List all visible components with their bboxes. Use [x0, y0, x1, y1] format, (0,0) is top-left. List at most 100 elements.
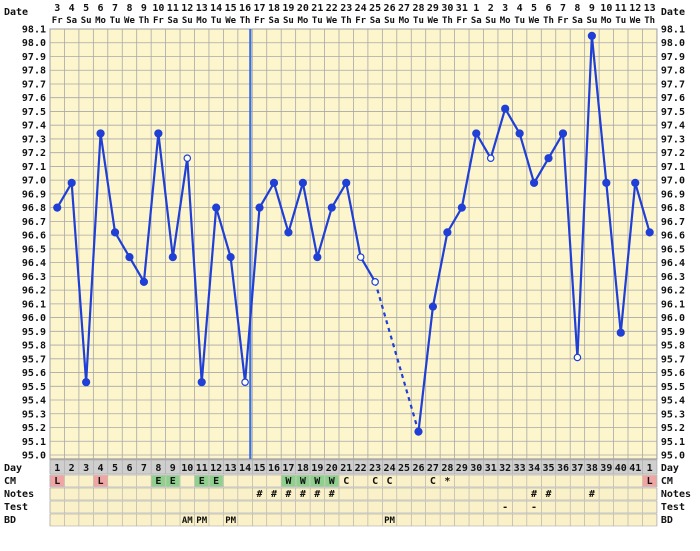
series-segment	[229, 256, 247, 383]
date-number: 23	[340, 3, 352, 14]
y-tick-label-right: 97.0	[661, 176, 685, 187]
row-day-value: 3	[83, 463, 89, 474]
weekday-label: Th	[644, 16, 655, 26]
series-segment	[533, 157, 550, 184]
y-tick-label-right: 95.9	[661, 327, 685, 338]
row-bd-label-right: BD	[661, 515, 673, 526]
y-tick-label-right: 96.1	[661, 299, 685, 310]
row-cm-label-right: CM	[661, 476, 673, 487]
weekday-label: Tu	[413, 16, 424, 26]
cm-cell-fill	[281, 475, 296, 487]
y-tick-label-right: 98.0	[661, 38, 685, 49]
series-segment	[287, 182, 304, 233]
weekday-label: Th	[543, 16, 554, 26]
row-test-label-right: Test	[661, 502, 685, 513]
row-day-value: 37	[571, 463, 583, 474]
weekday-label: We	[326, 16, 337, 26]
row-day-label-right: Day	[661, 463, 679, 474]
date-number: 11	[615, 3, 627, 14]
temp-point	[67, 178, 76, 188]
row-day-value: 14	[239, 463, 251, 474]
date-number: 24	[355, 3, 367, 14]
y-tick-label-right: 97.2	[661, 148, 685, 159]
y-tick-label-left: 96.6	[22, 231, 46, 242]
series-segment	[576, 35, 593, 358]
date-number: 6	[546, 3, 552, 14]
series-segment	[619, 182, 637, 333]
date-number: 4	[517, 3, 523, 14]
y-tick-label-right: 95.7	[661, 354, 685, 365]
row-day-value: 7	[141, 463, 147, 474]
series-segment	[200, 207, 218, 383]
series-segment	[142, 133, 160, 282]
cm-cell-fill	[93, 475, 108, 487]
row-cm-value: W	[314, 476, 321, 487]
y-tick-label-left: 95.7	[22, 354, 46, 365]
y-tick-label-left: 97.1	[22, 162, 46, 173]
row-day-value: 20	[326, 463, 338, 474]
row-notes-value: #	[257, 489, 263, 500]
date-number: 10	[152, 3, 164, 14]
date-number: 30	[441, 3, 453, 14]
temp-point-open	[356, 253, 365, 261]
y-tick-label-left: 97.8	[22, 66, 46, 77]
row-cm-value: C	[387, 476, 393, 487]
cm-cell-fill	[310, 475, 325, 487]
weekday-label: Mo	[399, 16, 410, 26]
temp-point	[631, 178, 640, 188]
date-number: 27	[398, 3, 410, 14]
row-day-value: 29	[456, 463, 468, 474]
row-notes-label: Notes	[4, 489, 34, 500]
row-day-value: 15	[254, 463, 266, 474]
y-axis: 98.1 98.1 98.0 98.0 97.9 97.9 97.8 97.8 97.7 97.7…	[22, 25, 685, 462]
row-day-value: 24	[384, 463, 396, 474]
y-tick-label-left: 95.5	[22, 382, 46, 393]
temp-point	[269, 178, 279, 188]
row-day-value: 18	[297, 463, 309, 474]
weekday-label: Sa	[66, 16, 77, 26]
series-segment	[489, 108, 507, 159]
row-day-value: 8	[155, 463, 161, 474]
row-cm-value: E	[155, 476, 161, 487]
y-tick-label-left: 96.4	[22, 258, 46, 269]
row-bd-value: PM	[384, 516, 395, 526]
row-notes-label-right: Notes	[661, 489, 691, 500]
weekday-label: Fr	[456, 16, 467, 26]
temp-point	[616, 328, 625, 337]
row-cm-value: L	[54, 476, 60, 487]
series-segment	[99, 133, 117, 233]
weekday-label: Su	[81, 16, 92, 26]
y-tick-label-left: 97.9	[22, 52, 46, 63]
date-number: 16	[239, 3, 251, 14]
series-segment	[186, 158, 203, 383]
y-tick-label-left: 97.4	[22, 121, 46, 132]
series-segment	[359, 256, 377, 283]
y-tick-label-right: 97.5	[661, 107, 685, 118]
y-tick-label-right: 97.1	[661, 162, 685, 173]
y-tick-label-right: 97.6	[661, 93, 685, 104]
series-segment	[215, 207, 232, 258]
row-day-value: 25	[398, 463, 410, 474]
row-notes-value: #	[285, 489, 291, 500]
row-day-value: 17	[282, 463, 294, 474]
y-tick-label-left: 96.0	[22, 313, 46, 324]
row-day-value: 34	[528, 463, 540, 474]
weekday-label: Fr	[153, 16, 164, 26]
y-tick-label-right: 97.9	[661, 52, 685, 63]
temp-point	[327, 203, 336, 212]
row-day-value: 31	[485, 463, 497, 474]
row-day-value: 12	[210, 463, 222, 474]
weekday-label: Mo	[95, 16, 106, 26]
row-day-value: 6	[126, 463, 132, 474]
row-day-value: 32	[499, 463, 511, 474]
date-number: 26	[384, 3, 396, 14]
row-bd-value: PM	[225, 516, 236, 526]
y-tick-label-right: 95.5	[661, 382, 685, 393]
y-tick-label-right: 95.0	[661, 451, 685, 462]
date-number: 8	[574, 3, 580, 14]
row-notes-value: #	[589, 489, 595, 500]
row-day-value: 28	[441, 463, 453, 474]
date-number: 13	[196, 3, 208, 14]
y-tick-label-right: 97.4	[661, 121, 685, 132]
weekday-label: Th	[442, 16, 453, 26]
